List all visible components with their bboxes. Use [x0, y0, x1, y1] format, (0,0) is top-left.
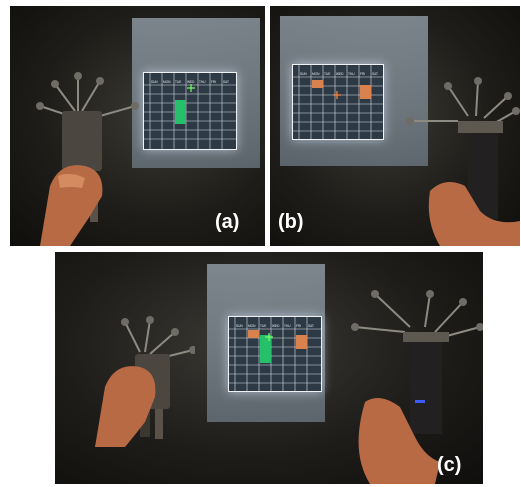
- day-label: SUN: [236, 324, 243, 328]
- cursor-crosshair: [265, 333, 273, 341]
- day-label: TUE: [175, 80, 181, 84]
- day-label: TUE: [260, 324, 266, 328]
- day-label: FRI: [360, 72, 365, 76]
- day-label: SUN: [300, 72, 307, 76]
- day-label: WED: [272, 324, 280, 328]
- event-block: [360, 85, 371, 99]
- day-label: MON: [248, 324, 256, 328]
- calendar-grid: SUN MON TUE WED THU FRI SAT: [228, 316, 322, 392]
- day-label: FRI: [296, 324, 301, 328]
- day-label: MON: [163, 80, 171, 84]
- panel-label: (a): [215, 211, 240, 233]
- calendar-grid: SUN MON TUE WED THU FRI SAT: [143, 72, 237, 150]
- hand-right: [358, 398, 440, 484]
- day-label: MON: [312, 72, 320, 76]
- calendar-lines: SUN MON TUE WED THU FRI SAT: [293, 65, 383, 139]
- cursor-crosshair: [333, 91, 341, 99]
- day-label: SAT: [308, 324, 314, 328]
- panel-label: (c): [437, 454, 462, 476]
- event-block: [175, 100, 186, 124]
- calendar-lines: SUN MON TUE WED THU FRI SAT: [229, 317, 321, 391]
- photo-panel-c: SUN MON TUE WED THU FRI SAT (c): [55, 252, 483, 484]
- hand-left: [95, 366, 156, 447]
- hand: [40, 165, 103, 246]
- photo-panel-b: SUN MON TUE WED THU FRI SAT (b): [270, 6, 520, 246]
- panel-label: (b): [278, 211, 304, 233]
- event-block: [296, 335, 307, 349]
- day-label: WED: [336, 72, 344, 76]
- day-label: SAT: [372, 72, 378, 76]
- day-label: THU: [199, 80, 206, 84]
- event-block: [260, 335, 271, 363]
- event-block: [312, 80, 323, 88]
- day-label: TUE: [324, 72, 330, 76]
- cursor-crosshair: [187, 84, 195, 92]
- day-label: SAT: [223, 80, 229, 84]
- day-label: WED: [187, 80, 195, 84]
- event-block: [248, 330, 259, 338]
- hand: [428, 182, 520, 246]
- photo-panel-a: SUN MON TUE WED THU FRI SAT (a): [10, 6, 265, 246]
- calendar-lines: SUN MON TUE WED THU FRI SAT: [144, 73, 236, 149]
- tracked-device-right: [351, 290, 483, 434]
- calendar-grid: SUN MON TUE WED THU FRI SAT: [292, 64, 384, 140]
- day-label: THU: [284, 324, 291, 328]
- day-label: FRI: [211, 80, 216, 84]
- day-label: THU: [348, 72, 355, 76]
- day-label: SUN: [151, 80, 158, 84]
